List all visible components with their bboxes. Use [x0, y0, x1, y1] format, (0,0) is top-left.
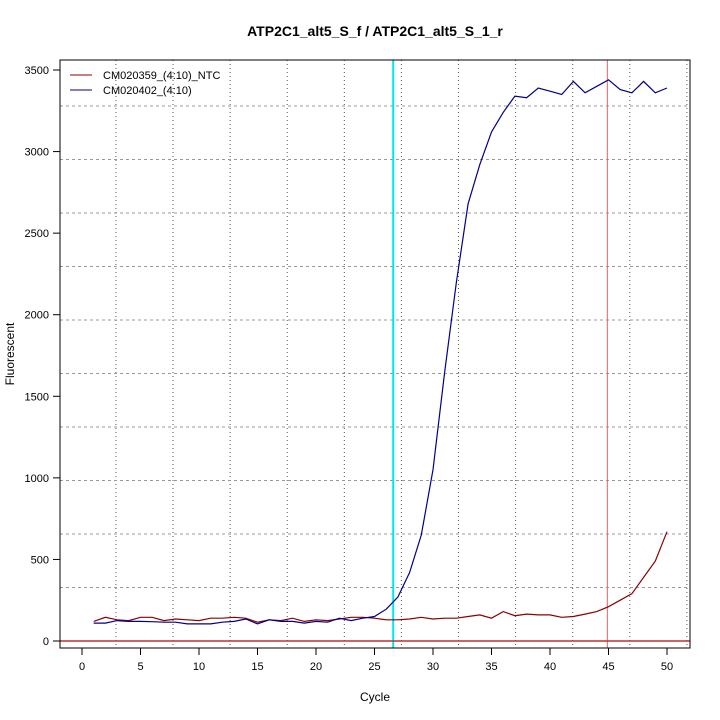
x-tick-label: 35 — [485, 661, 497, 673]
y-axis-label: Fluorescent — [3, 322, 17, 385]
y-tick-label: 2000 — [25, 310, 49, 322]
y-tick-label: 1500 — [25, 391, 49, 403]
x-tick-label: 15 — [251, 661, 263, 673]
x-tick-label: 40 — [544, 661, 556, 673]
x-tick-label: 50 — [661, 661, 673, 673]
x-tick-label: 10 — [193, 661, 205, 673]
y-axis: 0 500 1000 1500 2000 2500 3000 3500 — [25, 65, 60, 648]
legend-label: CM020402_(4:10) — [103, 85, 192, 97]
x-tick-label: 45 — [602, 661, 614, 673]
chart-title: ATP2C1_alt5_S_f / ATP2C1_alt5_S_1_r — [247, 23, 503, 39]
plot-frame — [59, 59, 691, 649]
y-tick-label: 500 — [31, 554, 49, 566]
legend: CM020359_(4:10)_NTC CM020402_(4:10) — [70, 70, 220, 97]
legend-label: CM020359_(4:10)_NTC — [103, 70, 220, 82]
series-line-1 — [93, 531, 668, 623]
grid — [60, 60, 690, 648]
series-line-2 — [93, 79, 668, 625]
x-tick-label: 30 — [427, 661, 439, 673]
y-tick-label: 2500 — [25, 228, 49, 240]
y-tick-label: 3500 — [25, 65, 49, 77]
x-tick-label: 5 — [137, 661, 143, 673]
x-axis-label: Cycle — [360, 690, 390, 704]
y-tick-label: 3000 — [25, 147, 49, 159]
x-axis: 0 5 10 15 20 25 30 35 40 45 50 — [79, 648, 673, 673]
x-tick-label: 0 — [79, 661, 85, 673]
reference-lines — [60, 60, 690, 648]
x-tick-label: 25 — [368, 661, 380, 673]
y-tick-label: 0 — [43, 636, 49, 648]
y-tick-label: 1000 — [25, 473, 49, 485]
x-tick-label: 20 — [310, 661, 322, 673]
series-lines — [93, 79, 668, 625]
